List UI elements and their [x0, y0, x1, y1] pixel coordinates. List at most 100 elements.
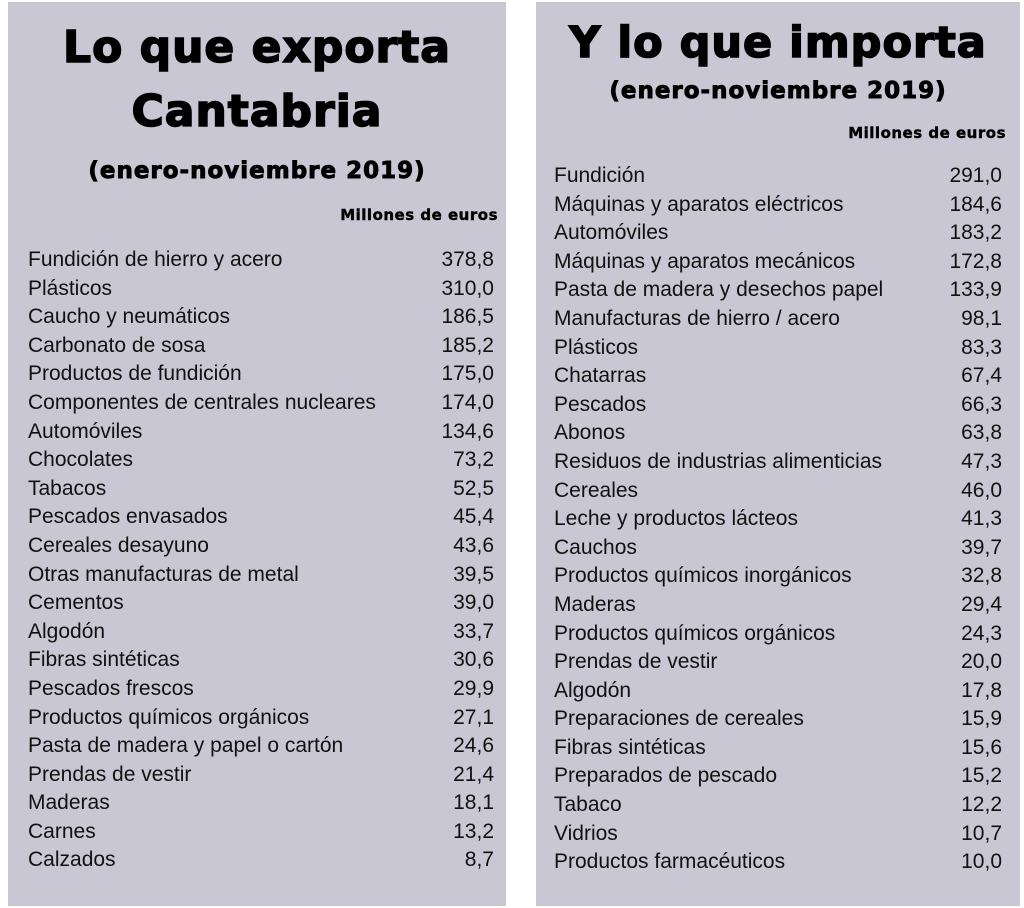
imports-panel: Y lo que importa (enero-noviembre 2019) …: [536, 2, 1020, 906]
item-label: Plásticos: [28, 276, 113, 300]
item-label: Carbonato de sosa: [28, 333, 206, 357]
item-label: Productos químicos orgánicos: [28, 705, 310, 729]
item-value: 13,2: [453, 819, 494, 843]
exports-panel: Lo que exporta Cantabria (enero-noviembr…: [8, 2, 506, 906]
item-value: 8,7: [464, 848, 494, 872]
item-label: Cementos: [28, 591, 124, 615]
item-value: 39,0: [453, 591, 494, 615]
item-label: Pasta de madera y papel o cartón: [28, 734, 344, 758]
item-label: Productos químicos inorgánicos: [554, 564, 852, 588]
item-label: Máquinas y aparatos mecánicos: [554, 249, 856, 273]
item-label: Algodón: [28, 619, 106, 643]
item-value: 33,7: [453, 619, 494, 643]
list-item: Cereales 46,0: [554, 477, 1002, 506]
item-value: 98,1: [961, 306, 1002, 330]
item-label: Fibras sintéticas: [554, 735, 706, 759]
item-label: Chatarras: [554, 364, 647, 388]
item-value: 29,9: [453, 676, 494, 700]
item-value: 172,8: [949, 249, 1002, 273]
item-label: Otras manufacturas de metal: [28, 562, 299, 586]
item-value: 175,0: [441, 362, 494, 386]
item-value: 41,3: [961, 507, 1002, 531]
item-value: 174,0: [441, 390, 494, 414]
list-item: Abonos 63,8: [554, 419, 1002, 448]
item-label: Pescados envasados: [28, 505, 228, 529]
list-item: Máquinas y aparatos eléctricos 184,6: [554, 191, 1002, 220]
exports-title-line1: Lo que exporta: [62, 21, 451, 74]
item-label: Abonos: [554, 421, 626, 445]
item-value: 67,4: [961, 364, 1002, 388]
item-label: Algodón: [554, 678, 632, 702]
item-value: 45,4: [453, 505, 494, 529]
list-item: Cementos 39,0: [28, 589, 494, 618]
item-label: Vidrios: [554, 821, 618, 845]
list-item: Tabaco 12,2: [554, 791, 1002, 820]
list-item: Calzados 8,7: [28, 846, 494, 875]
list-item: Carbonato de sosa 185,2: [28, 332, 494, 361]
list-item: Pescados 66,3: [554, 391, 1002, 420]
item-label: Maderas: [28, 791, 110, 815]
item-label: Carnes: [28, 819, 96, 843]
item-value: 184,6: [949, 192, 1002, 216]
item-value: 15,6: [961, 735, 1002, 759]
exports-list: Fundición de hierro y acero 378,8 Plástico…: [8, 246, 506, 875]
list-item: Otras manufacturas de metal 39,5: [28, 561, 494, 590]
item-label: Fibras sintéticas: [28, 648, 180, 672]
item-label: Pescados frescos: [28, 676, 194, 700]
item-value: 66,3: [961, 392, 1002, 416]
item-label: Productos químicos orgánicos: [554, 621, 836, 645]
item-value: 134,6: [441, 419, 494, 443]
exports-subtitle: (enero-noviembre 2019): [88, 158, 426, 185]
item-label: Componentes de centrales nucleares: [28, 390, 376, 414]
item-label: Fundición de hierro y acero: [28, 248, 283, 271]
imports-list: Fundición 291,0 Máquinas y aparatos eléctr…: [536, 162, 1020, 877]
imports-unit-label: Millones de euros: [848, 124, 1006, 142]
item-value: 310,0: [441, 276, 494, 300]
item-label: Productos farmacéuticos: [554, 850, 786, 874]
list-item: Pasta de madera y papel o cartón 24,6: [28, 732, 494, 761]
item-label: Prendas de vestir: [554, 650, 718, 674]
item-value: 39,5: [453, 562, 494, 586]
list-item: Fibras sintéticas 15,6: [554, 734, 1002, 763]
list-item: Maderas 18,1: [28, 789, 494, 818]
item-label: Cereales: [554, 478, 639, 502]
item-label: Cereales desayuno: [28, 533, 209, 557]
item-label: Prendas de vestir: [28, 762, 192, 786]
item-label: Automóviles: [554, 221, 669, 245]
item-value: 186,5: [441, 305, 494, 329]
list-item: Residuos de industrias alimenticias 47,3: [554, 448, 1002, 477]
item-label: Caucho y neumáticos: [28, 305, 230, 329]
list-item: Manufacturas de hierro / acero 98,1: [554, 305, 1002, 334]
exports-unit-label: Millones de euros: [340, 206, 498, 224]
item-value: 21,4: [453, 762, 494, 786]
item-value: 52,5: [453, 476, 494, 500]
exports-title: Lo que exporta Cantabria: [8, 2, 506, 144]
list-item: Leche y productos lácteos 41,3: [554, 505, 1002, 534]
item-value: 46,0: [961, 478, 1002, 502]
list-item: Cereales desayuno 43,6: [28, 532, 494, 561]
list-item: Pescados envasados 45,4: [28, 503, 494, 532]
item-value: 291,0: [949, 164, 1002, 187]
item-label: Máquinas y aparatos eléctricos: [554, 192, 844, 216]
list-item: Chocolates 73,2: [28, 446, 494, 475]
item-label: Chocolates: [28, 448, 134, 472]
item-value: 30,6: [453, 648, 494, 672]
item-label: Fundición: [554, 164, 646, 187]
item-label: Manufacturas de hierro / acero: [554, 306, 840, 330]
item-label: Tabaco: [554, 793, 622, 817]
list-item: Algodón 33,7: [28, 618, 494, 647]
list-item: Prendas de vestir 21,4: [28, 761, 494, 790]
item-label: Automóviles: [28, 419, 143, 443]
exports-title-line2: Cantabria: [131, 85, 383, 138]
list-item: Pasta de madera y desechos papel 133,9: [554, 276, 1002, 305]
item-value: 15,2: [961, 764, 1002, 788]
list-item: Vidrios 10,7: [554, 820, 1002, 849]
item-value: 39,7: [961, 535, 1002, 559]
list-item: Caucho y neumáticos 186,5: [28, 303, 494, 332]
item-value: 10,0: [961, 850, 1002, 874]
item-value: 47,3: [961, 449, 1002, 473]
item-label: Calzados: [28, 848, 116, 872]
item-value: 12,2: [961, 793, 1002, 817]
item-value: 29,4: [961, 592, 1002, 616]
